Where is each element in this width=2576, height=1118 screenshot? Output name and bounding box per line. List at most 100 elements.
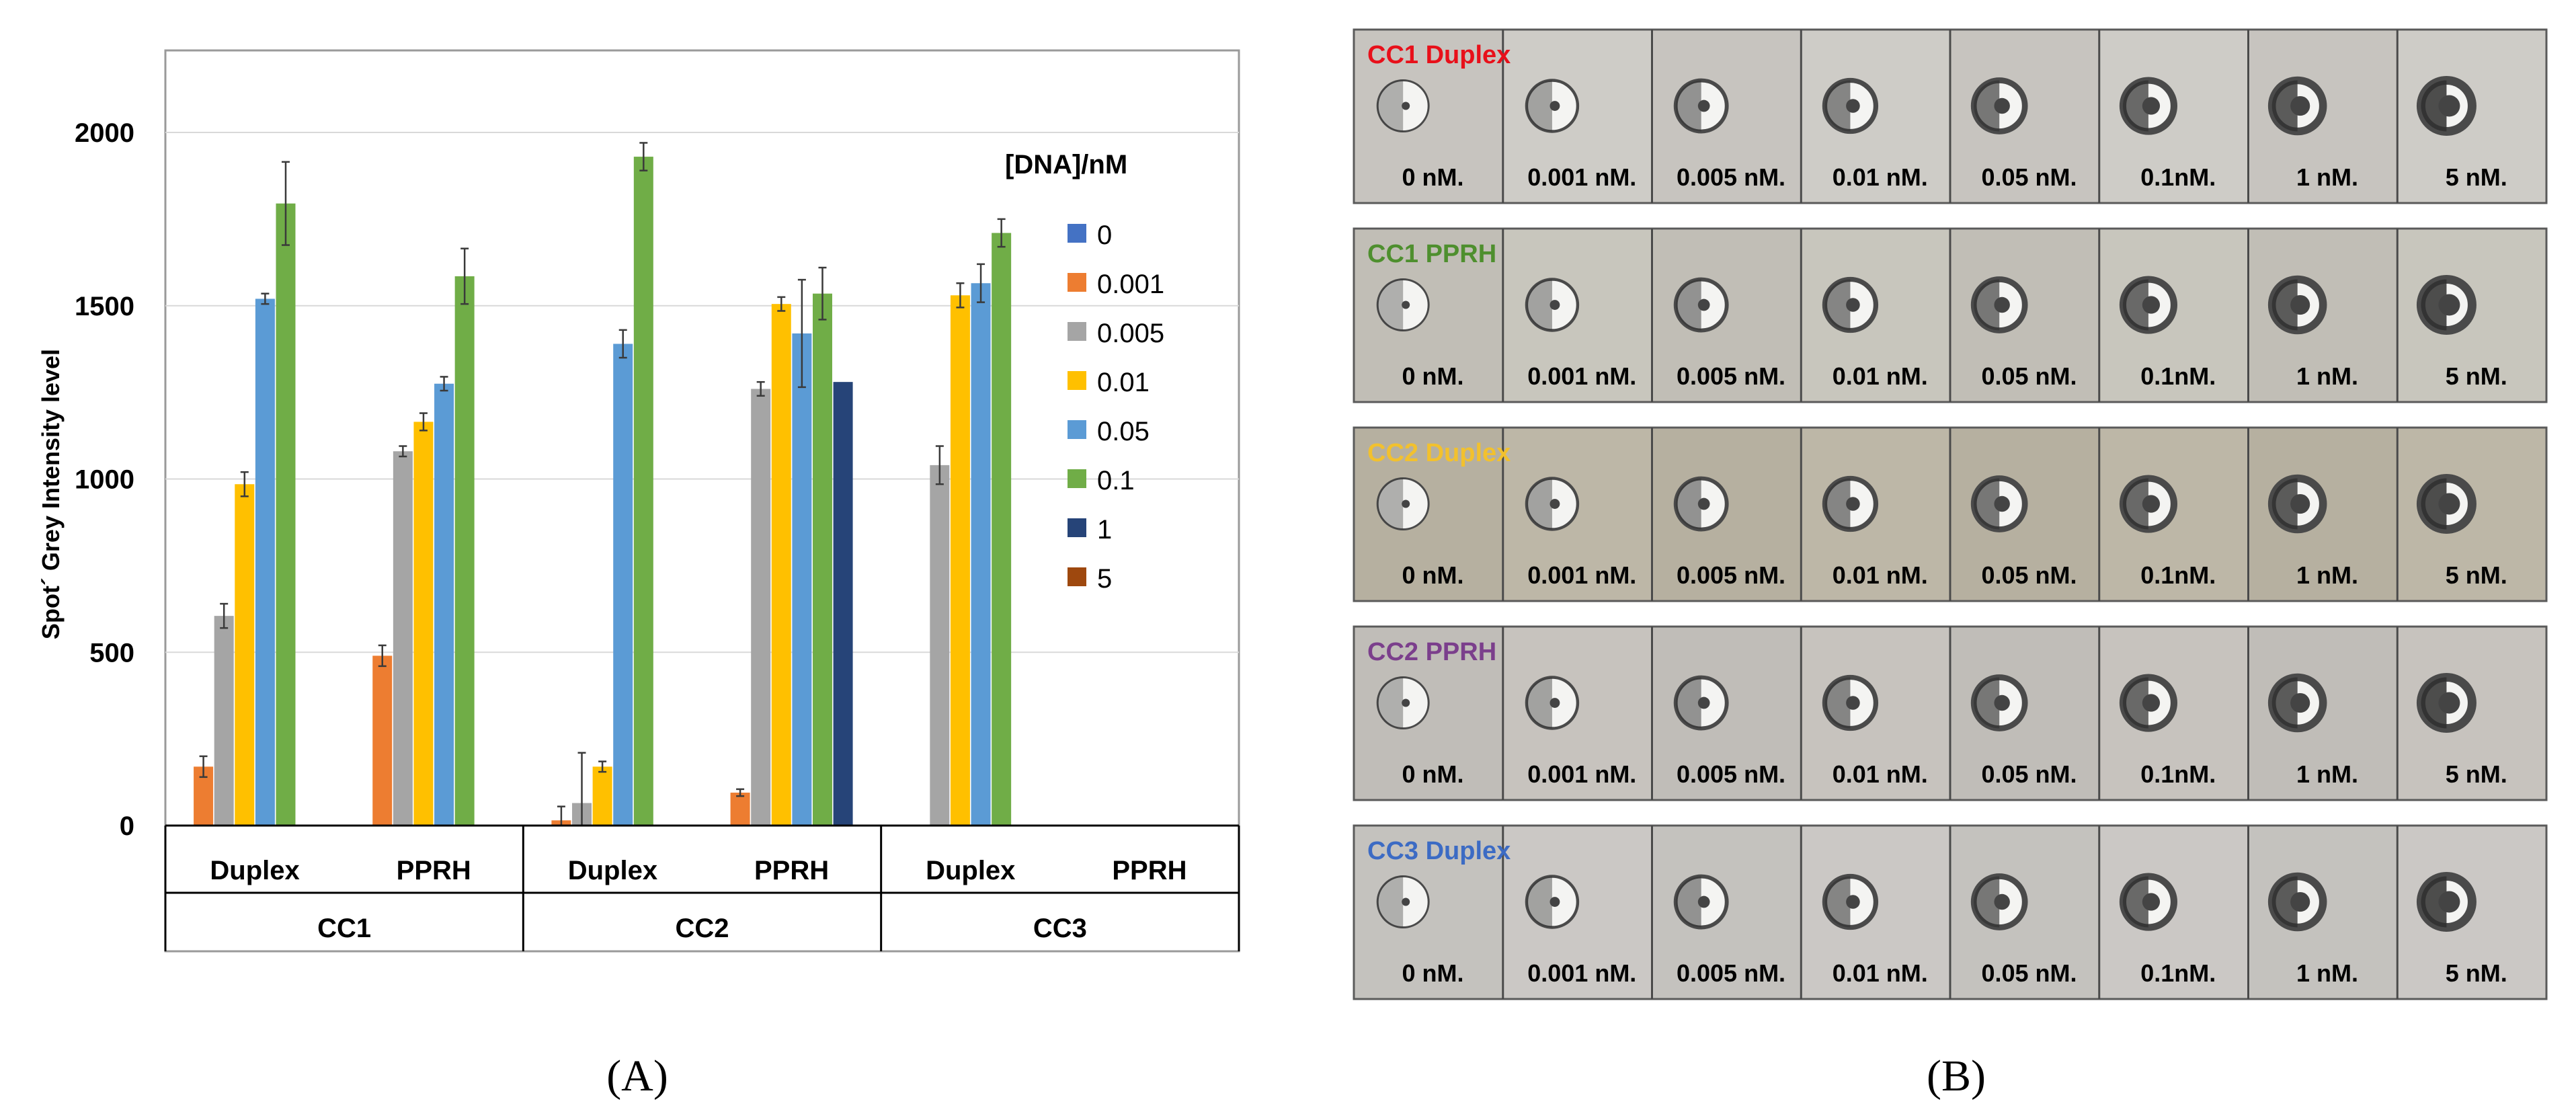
concentration-label: 0.05 nM.	[1981, 561, 2077, 589]
spot-dot	[2290, 294, 2310, 315]
strip-title: CC1 Duplex	[1367, 41, 1511, 69]
spot-dot	[2438, 692, 2460, 714]
spot-dot	[2438, 294, 2460, 316]
spot-shadow	[1675, 279, 1701, 331]
x-category-label: Duplex	[210, 856, 299, 885]
spot-shadow	[2421, 80, 2447, 132]
strip-title: CC2 Duplex	[1367, 439, 1511, 467]
y-tick-label: 500	[89, 638, 134, 668]
y-tick-label: 0	[120, 811, 134, 841]
spot-shadow	[2421, 677, 2447, 729]
concentration-label: 0.05 nM.	[1981, 362, 2077, 390]
spot-dot	[1846, 497, 1860, 511]
concentration-label: 0.005 nM.	[1677, 362, 1785, 390]
spot-dot	[1994, 495, 2010, 512]
legend-label: 0.01	[1097, 368, 1150, 397]
spot-shadow	[2271, 478, 2298, 530]
bar	[393, 451, 413, 826]
legend-label: 0.005	[1097, 319, 1164, 348]
bar	[434, 383, 454, 826]
bar	[592, 766, 612, 826]
spot-shadow	[1974, 80, 2000, 132]
spot-shadow	[2271, 876, 2298, 928]
spot-dot	[2438, 891, 2460, 913]
spot-dot	[2438, 95, 2460, 117]
concentration-label: 0.005 nM.	[1677, 959, 1785, 987]
spot-dot	[1994, 97, 2010, 114]
photo-strip: 0 nM. 0.001 nM. 0.005 nM. 0.01 nM. 0.05 nM. 0…	[1353, 824, 2548, 1000]
spot-shadow	[1526, 876, 1552, 928]
spot-dot	[2290, 891, 2310, 912]
y-axis-label: Spot´ Grey Intensity level	[37, 349, 65, 639]
photo-strip: 0 nM. 0.001 nM. 0.005 nM. 0.01 nM. 0.05 nM. 0…	[1353, 28, 2548, 204]
legend-label: 1	[1097, 515, 1112, 545]
concentration-label: 0.01 nM.	[1833, 163, 1928, 191]
legend-swatch	[1068, 518, 1086, 537]
spot-dot	[1549, 101, 1560, 111]
spot-shadow	[1824, 279, 1851, 331]
spot-dot	[1549, 897, 1560, 907]
spot-dot	[1402, 102, 1410, 110]
spot-shadow	[2122, 677, 2148, 729]
spot-shadow	[1974, 677, 2000, 729]
legend-label: 5	[1097, 564, 1112, 594]
spot-shadow	[2271, 80, 2298, 132]
concentration-label: 0 nM.	[1402, 760, 1464, 788]
x-group-label: CC2	[675, 914, 729, 943]
spot-shadow	[1824, 478, 1851, 530]
spot-dot	[1402, 897, 1410, 906]
spot-shadow	[1377, 478, 1404, 530]
bar	[792, 333, 812, 826]
concentration-label: 0 nM.	[1402, 561, 1464, 589]
spot-dot	[1846, 895, 1860, 909]
spot-dot	[2142, 495, 2161, 513]
spot-dot	[1994, 694, 2010, 711]
concentration-label: 5 nM.	[2446, 362, 2507, 390]
spot-shadow	[2421, 876, 2447, 928]
concentration-label: 5 nM.	[2446, 959, 2507, 987]
legend-swatch	[1068, 567, 1086, 586]
concentration-label: 0.01 nM.	[1833, 959, 1928, 987]
gridlines	[165, 132, 1239, 653]
spot-shadow	[1526, 677, 1552, 729]
spot-shadow	[1377, 80, 1404, 132]
concentration-label: 0.001 nM.	[1527, 163, 1636, 191]
bar	[730, 793, 750, 826]
spot-dot	[1846, 298, 1860, 312]
concentration-label: 0.05 nM.	[1981, 760, 2077, 788]
bar	[413, 422, 434, 826]
photo-strip: 0 nM. 0.001 nM. 0.005 nM. 0.01 nM. 0.05 nM. 0…	[1353, 426, 2548, 602]
concentration-label: 0.1nM.	[2140, 362, 2216, 390]
concentration-label: 1 nM.	[2296, 561, 2358, 589]
spot-shadow	[1675, 677, 1701, 729]
bar	[235, 484, 255, 826]
bars-layer	[194, 157, 1012, 826]
legend-swatch	[1068, 322, 1086, 341]
legend-title: [DNA]/nM	[1005, 150, 1127, 179]
spot-shadow	[1974, 279, 2000, 331]
spot-dot	[2142, 97, 2161, 115]
concentration-label: 0.1nM.	[2140, 760, 2216, 788]
legend-swatch	[1068, 224, 1086, 243]
spot-dot	[1994, 296, 2010, 313]
concentration-label: 5 nM.	[2446, 561, 2507, 589]
spot-shadow	[2271, 677, 2298, 729]
concentration-label: 0.001 nM.	[1527, 959, 1636, 987]
spot-shadow	[1526, 478, 1552, 530]
concentration-label: 0.01 nM.	[1833, 362, 1928, 390]
x-group-label: CC1	[317, 914, 371, 943]
photo-strip: 0 nM. 0.001 nM. 0.005 nM. 0.01 nM. 0.05 nM. 0…	[1353, 227, 2548, 403]
concentration-label: 5 nM.	[2446, 163, 2507, 191]
bar	[833, 382, 853, 826]
spot-shadow	[1974, 876, 2000, 928]
legend-label: 0.1	[1097, 466, 1135, 495]
x-category-label: PPRH	[1112, 856, 1186, 885]
bar	[372, 655, 393, 826]
spot-dot	[2142, 296, 2161, 314]
spot-dot	[1549, 698, 1560, 708]
bar	[276, 203, 296, 826]
spot-shadow	[1526, 279, 1552, 331]
spot-dot	[1697, 895, 1710, 908]
spot-shadow	[1377, 876, 1404, 928]
legend-swatch	[1068, 273, 1086, 292]
